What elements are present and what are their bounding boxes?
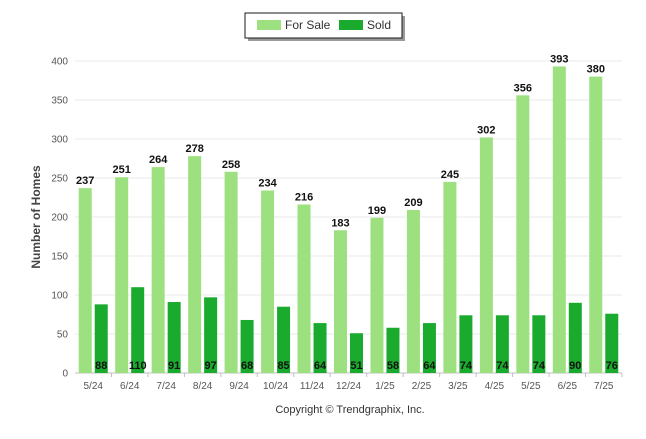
bar-for-sale[interactable] xyxy=(370,217,384,373)
bar-sold[interactable] xyxy=(422,323,436,373)
bar-for-sale[interactable] xyxy=(78,188,92,373)
y-axis: 0 50 100 150 200 250 300 350 400 xyxy=(51,57,622,380)
data-label-sold: 110 xyxy=(129,360,147,372)
x-tick-label: 2/25 xyxy=(412,381,432,392)
data-label-sold: 74 xyxy=(533,360,546,372)
legend-swatch-sold xyxy=(339,20,363,30)
data-label-for-sale: 380 xyxy=(587,64,605,76)
bar-sold[interactable] xyxy=(568,302,582,373)
data-label-for-sale: 393 xyxy=(550,53,568,65)
data-label-for-sale: 264 xyxy=(149,154,168,166)
data-label-sold: 68 xyxy=(241,360,253,372)
y-tick-label: 350 xyxy=(51,96,68,107)
bar-sold[interactable] xyxy=(459,315,473,373)
x-tick-label: 10/24 xyxy=(263,381,288,392)
y-axis-title: Number of Homes xyxy=(29,165,43,269)
bar-sold[interactable] xyxy=(532,315,546,373)
bar-sold[interactable] xyxy=(131,287,145,373)
data-label-for-sale: 199 xyxy=(368,205,386,217)
data-label-sold: 64 xyxy=(314,360,327,372)
legend-swatch-for-sale xyxy=(257,20,281,30)
data-label-sold: 74 xyxy=(496,360,509,372)
y-tick-label: 150 xyxy=(51,252,68,263)
data-label-for-sale: 245 xyxy=(441,169,459,181)
bar-for-sale[interactable] xyxy=(115,177,129,373)
bar-for-sale[interactable] xyxy=(224,171,238,373)
bar-sold[interactable] xyxy=(277,306,291,373)
bar-sold[interactable] xyxy=(495,315,509,373)
data-label-for-sale: 183 xyxy=(331,217,349,229)
y-tick-label: 400 xyxy=(51,57,68,68)
bar-sold[interactable] xyxy=(350,333,363,373)
data-label-for-sale: 209 xyxy=(404,197,422,209)
bar-for-sale[interactable] xyxy=(552,66,566,374)
bar-for-sale[interactable] xyxy=(261,190,275,373)
bar-sold[interactable] xyxy=(313,323,327,373)
x-tick-label: 6/24 xyxy=(120,381,140,392)
bar-for-sale[interactable] xyxy=(516,95,530,373)
data-labels: 237 88 251 110 264 91 278 97 258 68 234 85 216 64 183 5… xyxy=(76,53,618,372)
bar-sold[interactable] xyxy=(386,327,400,373)
bar-for-sale[interactable] xyxy=(188,156,202,373)
data-label-for-sale: 237 xyxy=(76,175,94,187)
bar-for-sale[interactable] xyxy=(406,209,420,373)
grid-lines xyxy=(75,60,622,335)
data-label-for-sale: 234 xyxy=(258,177,277,189)
y-tick-label: 100 xyxy=(51,291,68,302)
data-label-for-sale: 278 xyxy=(185,143,203,155)
data-label-for-sale: 216 xyxy=(295,192,313,204)
bar-sold[interactable] xyxy=(94,304,108,373)
y-tick-label: 250 xyxy=(51,174,68,185)
data-label-sold: 74 xyxy=(460,360,473,372)
data-label-sold: 51 xyxy=(350,360,362,372)
x-tick-label: 4/25 xyxy=(485,381,505,392)
y-tick-label: 200 xyxy=(51,213,68,224)
x-tick-label: 7/25 xyxy=(594,381,614,392)
bar-sold[interactable] xyxy=(240,319,254,373)
copyright-text: Copyright © Trendgraphix, Inc. xyxy=(275,404,424,416)
x-tick-label: 6/25 xyxy=(558,381,578,392)
bar-for-sale[interactable] xyxy=(443,181,457,373)
bar-sold[interactable] xyxy=(204,297,218,373)
data-label-sold: 58 xyxy=(387,360,399,372)
bar-for-sale[interactable] xyxy=(334,230,347,373)
y-tick-label: 300 xyxy=(51,135,68,146)
x-tick-label: 1/25 xyxy=(375,381,395,392)
x-tick-label: 12/24 xyxy=(336,381,361,392)
data-label-sold: 88 xyxy=(95,360,107,372)
data-label-for-sale: 258 xyxy=(222,159,240,171)
data-label-for-sale: 302 xyxy=(477,124,495,136)
bar-for-sale[interactable] xyxy=(589,76,603,373)
legend-label-sold: Sold xyxy=(367,18,391,32)
y-tick-label: 0 xyxy=(62,369,68,380)
x-tick-label: 3/25 xyxy=(448,381,468,392)
bars xyxy=(78,66,619,374)
data-label-for-sale: 356 xyxy=(514,82,532,94)
data-label-sold: 91 xyxy=(168,360,180,372)
x-tick-label: 11/24 xyxy=(300,381,325,392)
data-label-sold: 85 xyxy=(277,360,289,372)
data-label-sold: 97 xyxy=(205,360,217,372)
data-label-sold: 90 xyxy=(569,360,581,372)
bar-for-sale[interactable] xyxy=(151,167,165,373)
x-tick-label: 8/24 xyxy=(193,381,213,392)
bar-sold[interactable] xyxy=(605,313,619,373)
legend[interactable]: For Sale Sold xyxy=(244,12,405,41)
x-tick-label: 5/24 xyxy=(83,381,103,392)
y-tick-label: 50 xyxy=(57,330,69,341)
legend-label-for-sale: For Sale xyxy=(285,18,331,32)
x-tick-label: 5/25 xyxy=(521,381,541,392)
bar-for-sale[interactable] xyxy=(297,204,311,373)
data-label-sold: 76 xyxy=(606,360,618,372)
data-label-sold: 64 xyxy=(423,360,436,372)
bar-sold[interactable] xyxy=(167,302,181,373)
data-label-for-sale: 251 xyxy=(113,164,131,176)
x-tick-label: 7/24 xyxy=(156,381,176,392)
x-tick-label: 9/24 xyxy=(229,381,249,392)
x-axis: 5/24 6/24 7/24 8/24 9/24 10/24 11/24 12/24 1/25 2… xyxy=(83,373,623,392)
bar-for-sale[interactable] xyxy=(479,137,493,373)
